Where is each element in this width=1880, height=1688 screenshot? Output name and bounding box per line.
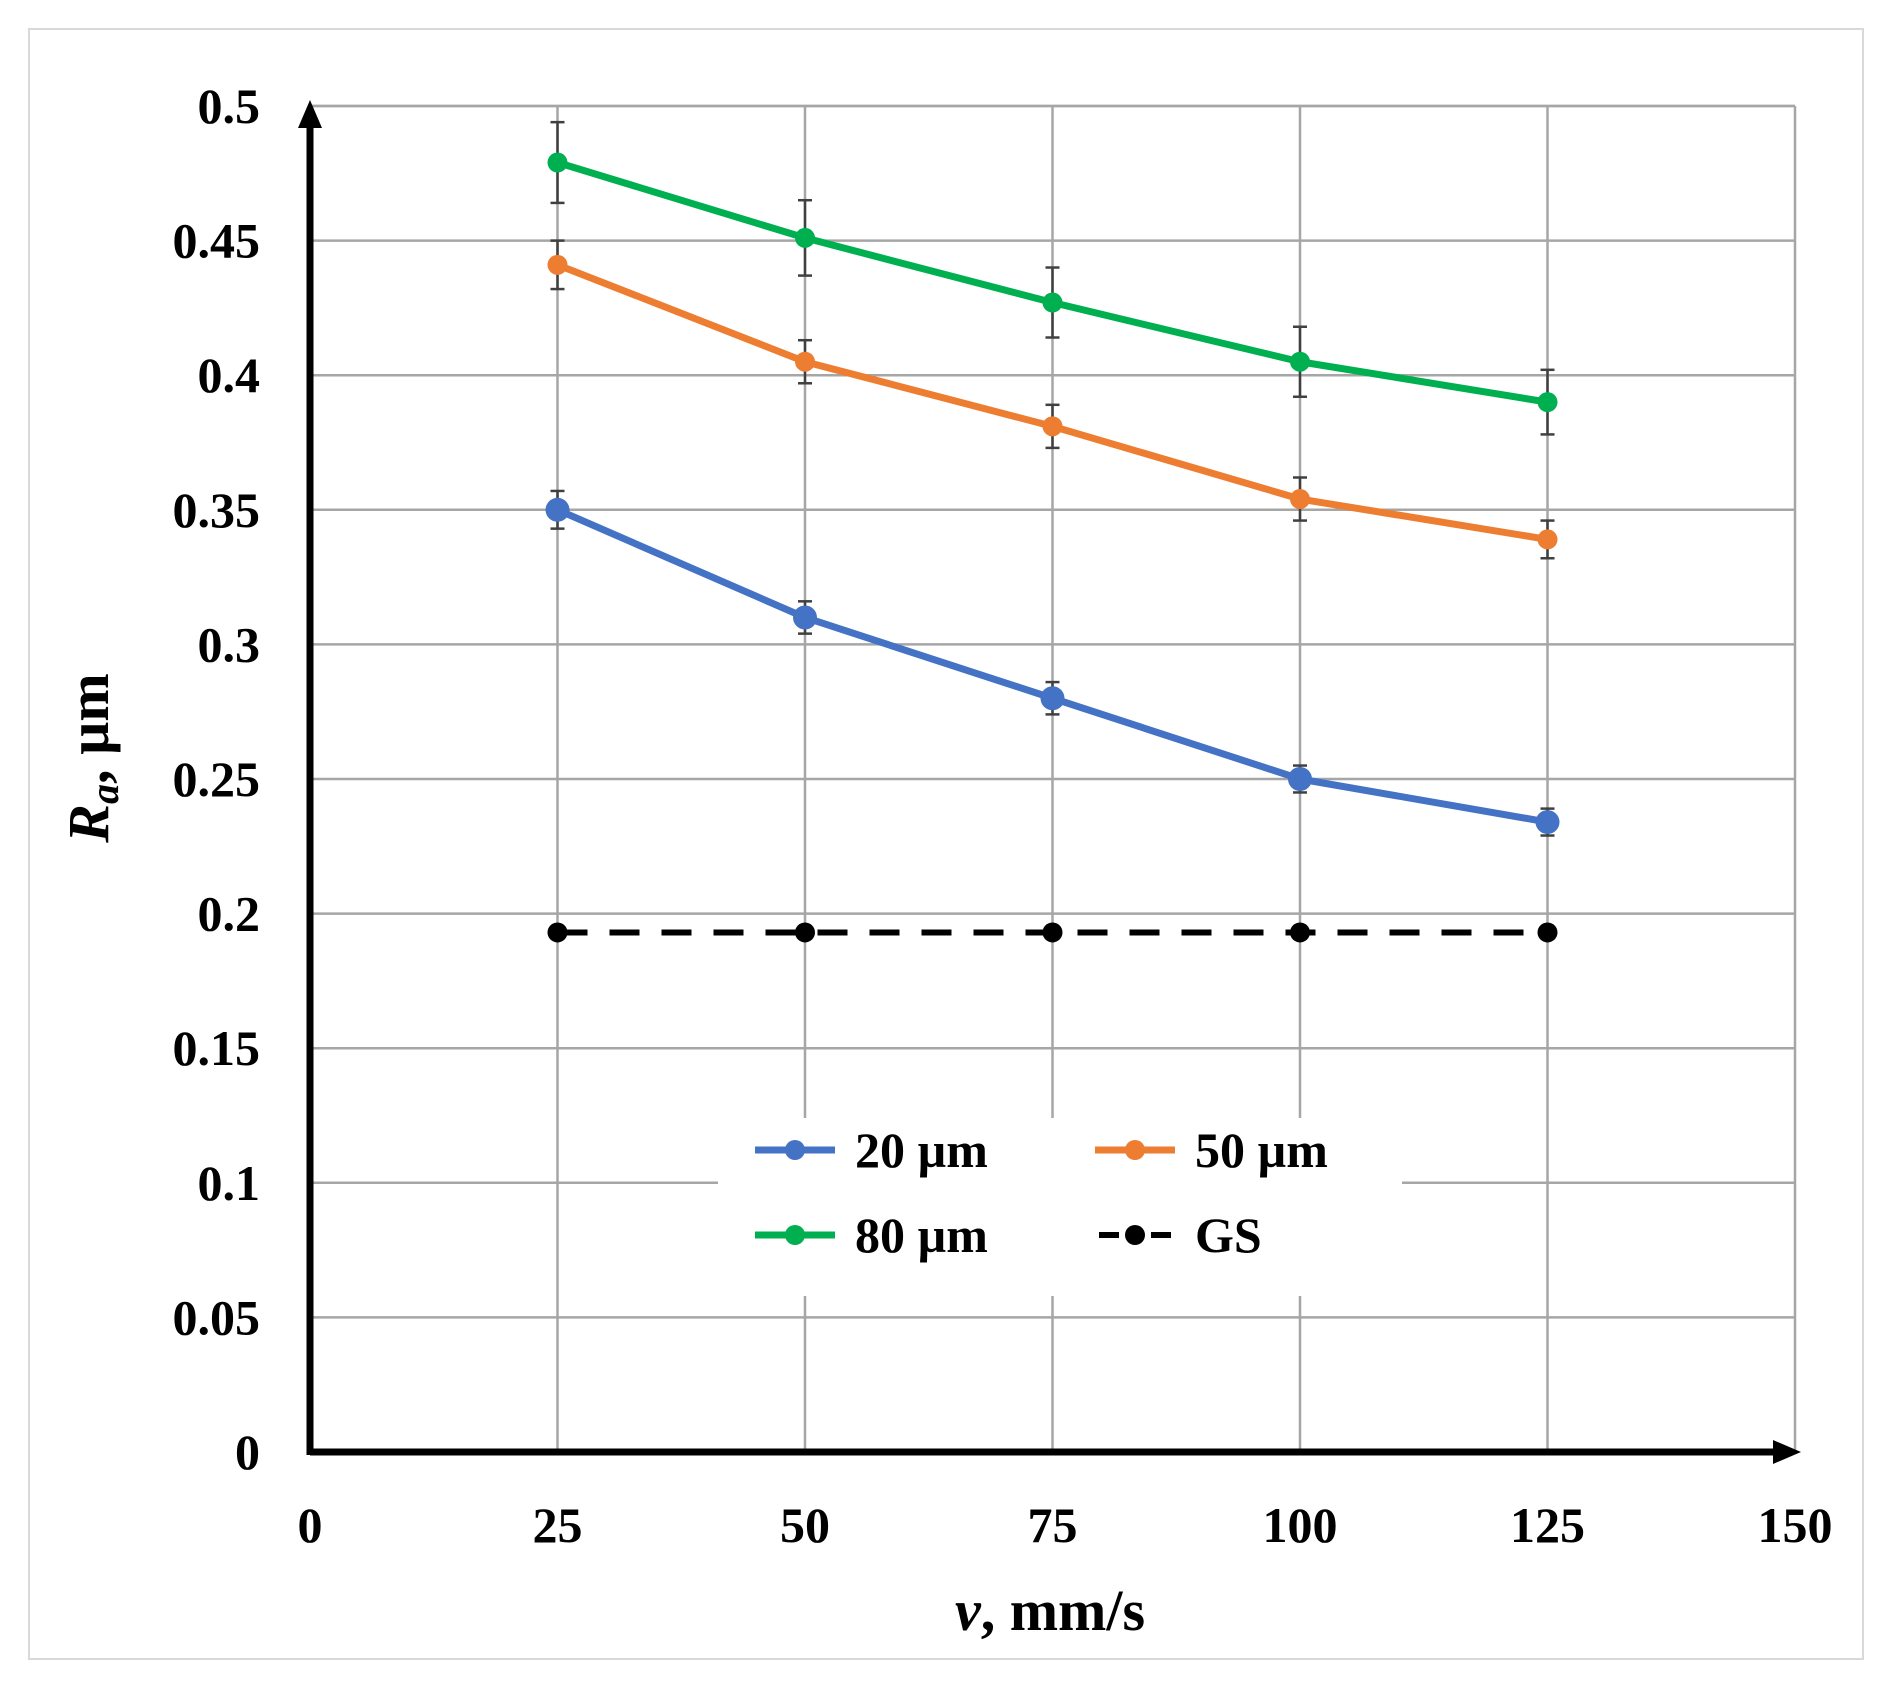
legend-marker bbox=[785, 1225, 805, 1245]
data-point bbox=[1040, 686, 1065, 711]
x-axis-title-unit: , mm/s bbox=[981, 1578, 1145, 1643]
x-tick-label: 150 bbox=[1758, 1497, 1833, 1553]
legend-label: GS bbox=[1195, 1207, 1262, 1263]
y-tick-label: 0.1 bbox=[198, 1155, 261, 1211]
data-point bbox=[1537, 392, 1558, 413]
legend-marker bbox=[1125, 1225, 1145, 1245]
x-tick-label: 100 bbox=[1263, 1497, 1338, 1553]
data-point bbox=[1290, 351, 1310, 372]
y-tick-label: 0.25 bbox=[173, 751, 261, 807]
legend: 20 µm 50 µm 80 µm GS bbox=[755, 1122, 1328, 1263]
legend-marker bbox=[785, 1140, 805, 1160]
y-axis-title-unit: , µm bbox=[56, 673, 121, 784]
legend-label: 20 µm bbox=[855, 1122, 988, 1178]
data-point bbox=[1537, 529, 1558, 550]
y-tick-label: 0.4 bbox=[198, 347, 261, 403]
data-point bbox=[1042, 416, 1063, 437]
x-axis-title: v, mm/s bbox=[955, 1578, 1145, 1643]
data-point bbox=[1290, 489, 1310, 510]
data-point bbox=[1537, 922, 1558, 943]
y-axis-title-variable: R bbox=[56, 804, 121, 844]
data-point bbox=[795, 227, 815, 248]
y-axis-title: Ra, µm bbox=[56, 673, 127, 843]
data-point bbox=[793, 605, 817, 630]
y-tick-label: 0.15 bbox=[173, 1020, 261, 1076]
chart-frame bbox=[28, 28, 1864, 1660]
x-axis-arrow bbox=[1773, 1440, 1801, 1464]
y-tick-label: 0.45 bbox=[173, 213, 261, 269]
legend-marker bbox=[1125, 1140, 1145, 1160]
axes bbox=[298, 100, 1801, 1464]
data-point bbox=[547, 254, 568, 275]
data-point bbox=[1042, 292, 1063, 313]
data-point bbox=[1042, 922, 1063, 943]
x-axis-title-variable: v bbox=[955, 1578, 982, 1643]
x-tick-label: 25 bbox=[533, 1497, 583, 1553]
data-point bbox=[795, 922, 815, 943]
data-point bbox=[1535, 810, 1560, 835]
tick-labels: 0 0.05 0.1 0.15 0.2 0.25 0.3 0.35 0.4 0.45 0.5 0 25 5… bbox=[173, 78, 1833, 1553]
x-tick-label: 125 bbox=[1510, 1497, 1585, 1553]
y-tick-label: 0.5 bbox=[198, 78, 261, 134]
y-tick-label: 0 bbox=[235, 1424, 260, 1480]
x-tick-label: 0 bbox=[298, 1497, 323, 1553]
series-layer bbox=[545, 152, 1560, 943]
data-point bbox=[545, 497, 570, 522]
data-point bbox=[547, 922, 568, 943]
y-tick-label: 0.2 bbox=[198, 886, 261, 942]
data-point bbox=[547, 152, 568, 173]
y-axis-title-subscript: a bbox=[82, 784, 127, 804]
y-axis-arrow bbox=[298, 100, 322, 128]
legend-label: 80 µm bbox=[855, 1207, 988, 1263]
y-tick-label: 0.35 bbox=[173, 482, 261, 538]
y-tick-label: 0.3 bbox=[198, 616, 261, 672]
y-tick-label: 0.05 bbox=[173, 1289, 261, 1345]
legend-label: 50 µm bbox=[1195, 1122, 1328, 1178]
x-tick-label: 75 bbox=[1028, 1497, 1078, 1553]
data-point bbox=[1290, 922, 1310, 943]
x-tick-label: 50 bbox=[780, 1497, 830, 1553]
data-point bbox=[795, 351, 815, 372]
data-point bbox=[1288, 767, 1312, 791]
